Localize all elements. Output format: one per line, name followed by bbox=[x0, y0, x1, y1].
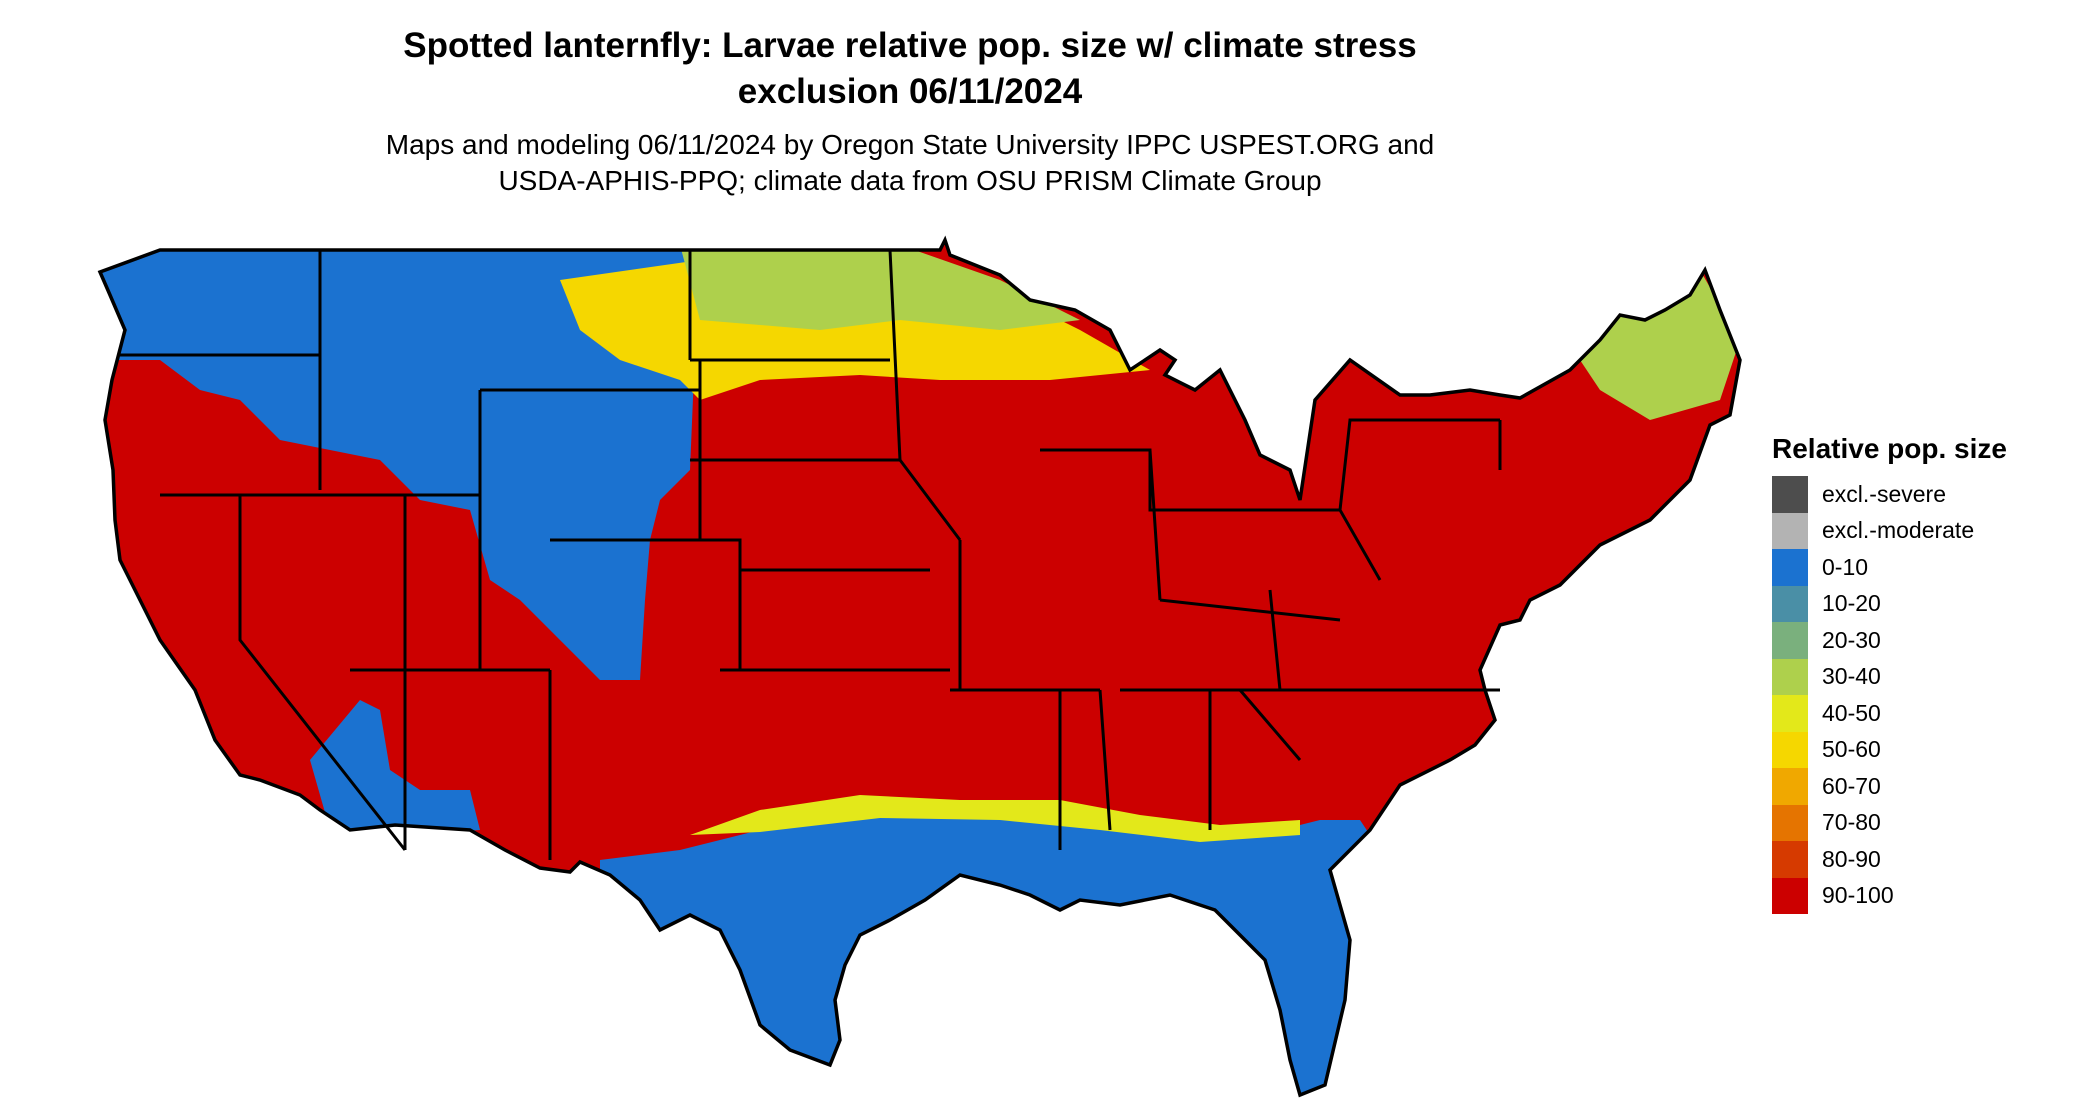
legend-label: 90-100 bbox=[1822, 882, 1894, 909]
legend-swatch bbox=[1772, 731, 1808, 768]
map-subtitle-line-1: Maps and modeling 06/11/2024 by Oregon S… bbox=[385, 129, 1435, 160]
zone-yellow-gulf-band bbox=[690, 795, 1300, 842]
legend-label: 30-40 bbox=[1822, 663, 1881, 690]
legend-label: 40-50 bbox=[1822, 699, 1881, 726]
legend-item: excl.-moderate bbox=[1772, 512, 2072, 549]
legend-swatch bbox=[1772, 768, 1808, 805]
legend-item: 70-80 bbox=[1772, 804, 2072, 841]
legend-label: 80-90 bbox=[1822, 845, 1881, 872]
legend-swatch bbox=[1772, 585, 1808, 622]
state-boundaries bbox=[120, 249, 1502, 860]
zone-green-north-border bbox=[680, 245, 1080, 330]
map-title-line-2: exclusion 06/11/2024 bbox=[737, 72, 1083, 111]
legend-swatch bbox=[1772, 804, 1808, 841]
legend-label: 10-20 bbox=[1822, 590, 1881, 617]
map-subtitle-line-2: USDA-APHIS-PPQ; climate data from OSU PR… bbox=[498, 165, 1322, 196]
legend-label: 20-30 bbox=[1822, 626, 1881, 653]
legend-item: 90-100 bbox=[1772, 877, 2072, 914]
legend-item: excl.-severe bbox=[1772, 476, 2072, 513]
map-title-line-1: Spotted lanternfly: Larvae relative pop.… bbox=[403, 26, 1417, 65]
legend-swatch bbox=[1772, 658, 1808, 695]
legend-label: 70-80 bbox=[1822, 809, 1881, 836]
legend: Relative pop. size excl.-severe excl.-mod… bbox=[1772, 432, 2072, 914]
legend-item: 60-70 bbox=[1772, 768, 2072, 805]
zone-0-10-gulf bbox=[600, 810, 1380, 1095]
legend-item: 0-10 bbox=[1772, 549, 2072, 586]
legend-swatch bbox=[1772, 841, 1808, 878]
legend-swatch bbox=[1772, 512, 1808, 549]
legend-swatch bbox=[1772, 877, 1808, 914]
legend-swatch bbox=[1772, 549, 1808, 586]
legend-swatch bbox=[1772, 476, 1808, 513]
legend-label: 50-60 bbox=[1822, 736, 1881, 763]
legend-item: 30-40 bbox=[1772, 658, 2072, 695]
legend-item: 50-60 bbox=[1772, 731, 2072, 768]
legend-label: excl.-moderate bbox=[1822, 517, 1975, 544]
zone-0-10-southwest bbox=[310, 700, 480, 835]
legend-item: 40-50 bbox=[1772, 695, 2072, 732]
zone-0-10-west bbox=[100, 240, 700, 680]
legend-label: 0-10 bbox=[1822, 553, 1869, 580]
legend-items: excl.-severe excl.-moderate 0-10 10-20 20-30… bbox=[1772, 476, 2072, 914]
legend-item: 10-20 bbox=[1772, 585, 2072, 622]
legend-swatch bbox=[1772, 622, 1808, 659]
legend-item: 80-90 bbox=[1772, 841, 2072, 878]
legend-item: 20-30 bbox=[1772, 622, 2072, 659]
legend-label: 60-70 bbox=[1822, 772, 1881, 799]
legend-title: Relative pop. size bbox=[1772, 433, 2007, 464]
legend-swatch bbox=[1772, 695, 1808, 732]
legend-label: excl.-severe bbox=[1822, 480, 1946, 507]
